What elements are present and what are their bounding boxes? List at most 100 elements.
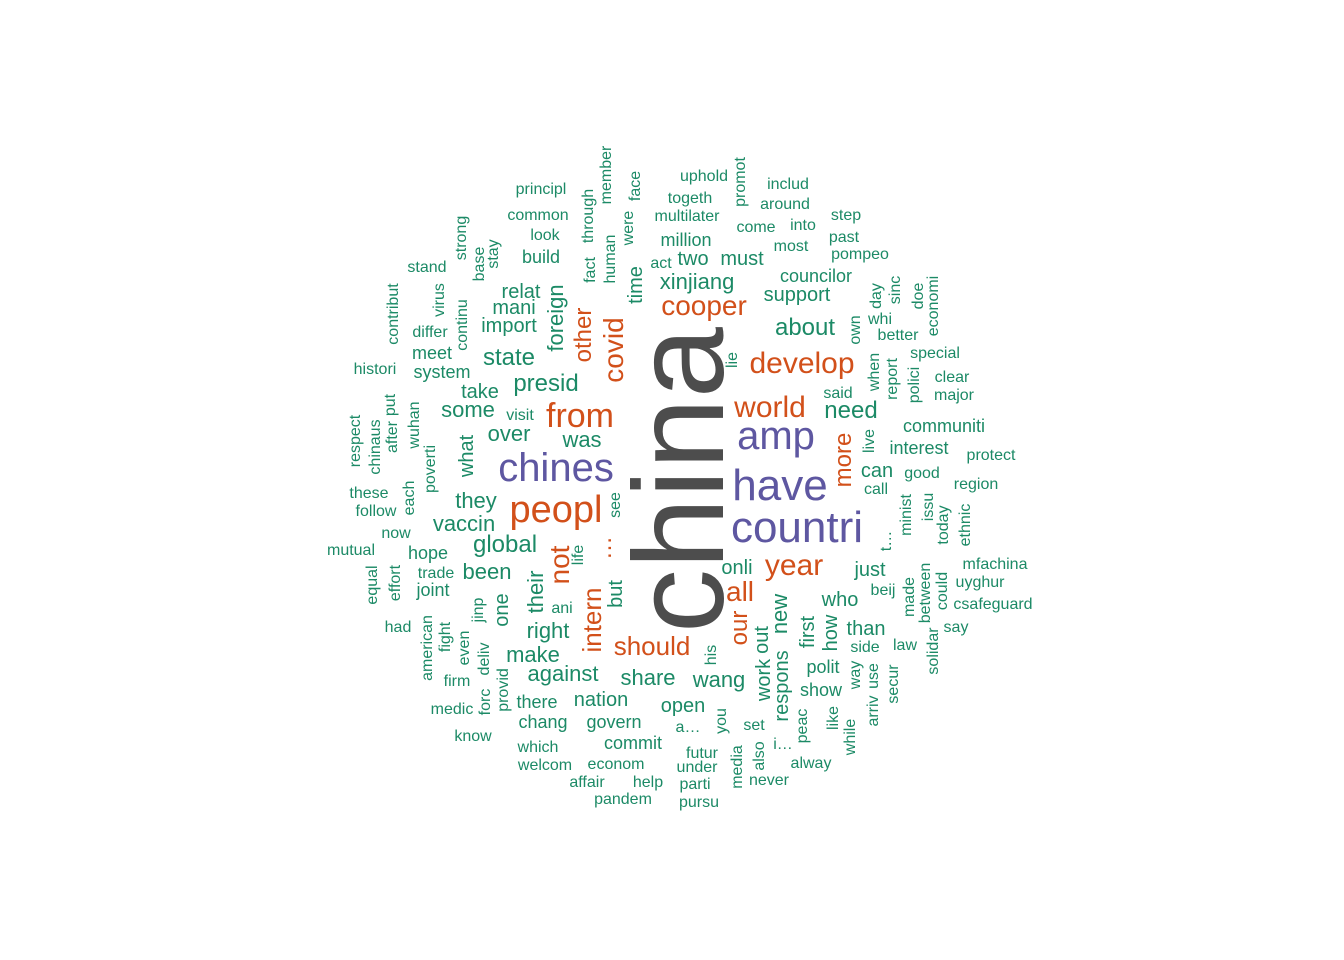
cloud-word-even: even xyxy=(456,630,473,666)
cloud-word-foreign: foreign xyxy=(543,284,568,352)
cloud-word-need: need xyxy=(824,397,878,424)
cloud-word-promot: promot xyxy=(732,157,749,207)
cloud-word-fight: fight xyxy=(437,621,454,653)
cloud-word-into: into xyxy=(790,217,816,234)
cloud-word-hope: hope xyxy=(407,543,449,563)
cloud-word-right: right xyxy=(526,618,570,643)
cloud-word-life: life xyxy=(570,544,587,566)
cloud-word-economi: economi xyxy=(925,275,942,337)
cloud-word-know: know xyxy=(454,728,492,745)
cloud-word-his: his xyxy=(703,644,720,666)
cloud-word-xinjiang: xinjiang xyxy=(659,269,735,294)
cloud-word-chang: chang xyxy=(518,712,568,732)
cloud-word-open: open xyxy=(660,695,706,717)
cloud-word-contribut: contribut xyxy=(385,283,402,345)
cloud-word-about: about xyxy=(774,314,836,341)
cloud-word-build: build xyxy=(521,247,561,267)
cloud-word-now: now xyxy=(381,525,411,542)
cloud-word-under: under xyxy=(676,759,718,776)
cloud-word-support: support xyxy=(763,284,831,306)
cloud-word-between: between xyxy=(917,562,934,624)
cloud-word-system: system xyxy=(413,362,471,382)
cloud-word-make: make xyxy=(506,642,560,667)
cloud-word-say: say xyxy=(943,619,969,636)
cloud-word-which: which xyxy=(517,739,559,756)
cloud-word-who: who xyxy=(821,589,859,611)
cloud-word-first: first xyxy=(797,615,819,649)
cloud-word-share: share xyxy=(620,665,676,690)
cloud-word-set: set xyxy=(743,717,765,734)
cloud-word-you: you xyxy=(713,708,730,734)
cloud-word-nation: nation xyxy=(573,689,629,711)
cloud-word-can: can xyxy=(860,460,894,482)
cloud-word-other: other xyxy=(570,307,597,363)
cloud-word-some: some xyxy=(441,397,495,422)
cloud-word-better: better xyxy=(877,327,919,344)
cloud-word-was: was xyxy=(562,427,602,452)
cloud-word-how: how xyxy=(820,614,842,652)
cloud-word-jinp: jinp xyxy=(470,597,487,623)
cloud-word-minist: minist xyxy=(898,494,915,536)
cloud-word-aellipsis: a… xyxy=(675,719,701,736)
cloud-word-just: just xyxy=(854,559,886,581)
cloud-word-provid: provid xyxy=(495,668,512,712)
cloud-word-alway: alway xyxy=(790,755,832,772)
cloud-word-than: than xyxy=(846,618,886,640)
cloud-word-beij: beij xyxy=(870,582,896,599)
cloud-word-histori: histori xyxy=(353,361,397,378)
cloud-word-special: special xyxy=(910,345,960,362)
cloud-word-china: china xyxy=(608,327,751,633)
cloud-word-member: member xyxy=(598,145,615,205)
cloud-word-media: media xyxy=(729,745,746,789)
cloud-word-arriv: arriv xyxy=(865,695,882,727)
cloud-word-after: after xyxy=(384,420,401,454)
cloud-word-over: over xyxy=(487,421,531,446)
cloud-word-ani: ani xyxy=(551,600,573,617)
cloud-word-meet: meet xyxy=(411,343,453,363)
cloud-word-most: most xyxy=(773,238,809,255)
cloud-word-american: american xyxy=(419,615,436,681)
cloud-word-region: region xyxy=(953,476,999,493)
cloud-word-uyghur: uyghur xyxy=(955,574,1005,591)
cloud-word-respons: respons xyxy=(771,650,793,722)
cloud-word-each: each xyxy=(401,480,418,516)
cloud-word-take: take xyxy=(461,381,499,403)
cloud-word-mani: mani xyxy=(492,297,536,319)
cloud-word-fact: fact xyxy=(582,257,599,283)
cloud-word-been: been xyxy=(462,559,512,584)
cloud-word-countri: countri xyxy=(730,503,864,552)
cloud-word-onli: onli xyxy=(721,557,753,579)
cloud-word-million: million xyxy=(660,230,712,250)
cloud-word-must: must xyxy=(720,248,764,270)
cloud-word-medic: medic xyxy=(430,701,474,718)
cloud-word-act: act xyxy=(650,255,672,272)
cloud-word-strong: strong xyxy=(453,215,470,261)
cloud-word-human: human xyxy=(602,234,619,284)
cloud-word-equal: equal xyxy=(364,565,381,605)
cloud-word-when: when xyxy=(866,352,883,392)
cloud-word-govern: govern xyxy=(586,712,642,732)
cloud-word-affair: affair xyxy=(569,774,605,791)
cloud-word-wuhan: wuhan xyxy=(406,401,423,449)
cloud-word-past: past xyxy=(828,229,860,246)
cloud-word-year: year xyxy=(764,549,824,582)
cloud-word-tellipsis: t… xyxy=(878,530,895,552)
cloud-word-trade: trade xyxy=(417,565,455,582)
cloud-word-futur: futur xyxy=(685,745,719,762)
cloud-word-time: time xyxy=(625,266,647,304)
cloud-word-vaccin: vaccin xyxy=(432,511,496,536)
cloud-word-their: their xyxy=(523,570,548,614)
cloud-word-way: way xyxy=(847,660,864,690)
cloud-word-differ: differ xyxy=(412,324,448,341)
cloud-word-pursu: pursu xyxy=(678,794,720,811)
cloud-word-pandem: pandem xyxy=(594,791,652,808)
cloud-word-secur: secur xyxy=(885,664,902,704)
cloud-word-mutual: mutual xyxy=(326,542,376,559)
cloud-word-side: side xyxy=(850,639,880,656)
cloud-word-cooper: cooper xyxy=(661,290,747,321)
cloud-word-protect: protect xyxy=(966,447,1016,464)
cloud-word-solidar: solidar xyxy=(925,627,942,675)
cloud-word-come: come xyxy=(736,219,776,236)
cloud-word-forc: forc xyxy=(477,688,494,716)
